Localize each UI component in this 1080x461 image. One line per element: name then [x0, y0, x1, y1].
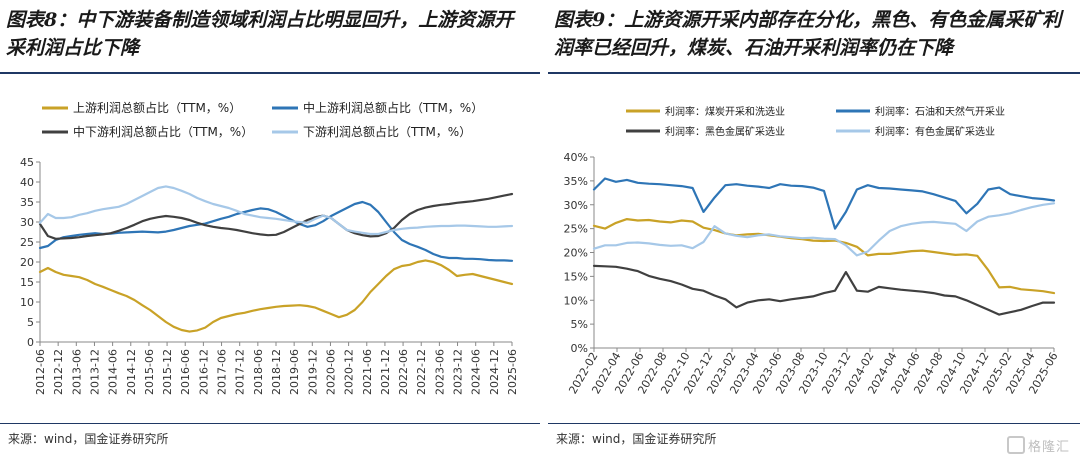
x-tick-label: 2018-06	[252, 349, 265, 395]
watermark-logo: 格隆汇	[1006, 436, 1070, 455]
legend-item: 利润率：有色金属矿采选业	[836, 125, 995, 138]
left-title-divider	[0, 72, 540, 74]
y-tick-label: 40%	[564, 151, 588, 164]
left-source-note: 来源：wind，国金证券研究所	[8, 432, 169, 446]
series-line-3	[592, 264, 1056, 316]
right-title-divider	[548, 72, 1080, 74]
legend-item: 利润率：黑色金属矿采选业	[626, 125, 785, 138]
x-tick-label: 2023-06	[433, 349, 446, 395]
series-line-1	[38, 259, 514, 333]
y-tick-label: 0	[27, 336, 34, 349]
legend-item: 上游利润总额占比（TTM，%）	[42, 100, 241, 115]
x-tick-label: 2017-12	[234, 349, 247, 395]
x-tick-label: 2016-06	[179, 349, 192, 395]
y-tick-label: 25%	[564, 223, 588, 236]
legend-label: 利润率：黑色金属矿采选业	[665, 125, 785, 138]
x-tick-label: 2015-12	[161, 349, 174, 395]
x-tick-label: 2016-12	[197, 349, 210, 395]
series-line-1	[592, 218, 1056, 295]
legend-item: 利润率：煤炭开采和洗选业	[626, 105, 785, 118]
y-tick-label: 30	[20, 216, 34, 229]
y-tick-label: 35%	[564, 175, 588, 188]
y-tick-label: 40	[20, 176, 34, 189]
right-footer-divider	[548, 423, 1080, 424]
y-tick-label: 20	[20, 256, 34, 269]
y-tick-label: 0%	[571, 342, 588, 355]
legend-item: 中上游利润总额占比（TTM，%）	[272, 100, 483, 115]
right-chart-panel: 图表9：上游资源开采内部存在分化，黑色、有色金属采矿利润率已经回升，煤炭、石油开…	[548, 0, 1080, 461]
y-tick-label: 5%	[571, 318, 588, 331]
x-tick-label: 2021-12	[379, 349, 392, 395]
x-tick-label: 2017-06	[216, 349, 229, 395]
x-tick-label: 2020-12	[343, 349, 356, 395]
legend-label: 中上游利润总额占比（TTM，%）	[303, 100, 483, 115]
y-tick-label: 25	[20, 236, 34, 249]
y-tick-label: 30%	[564, 199, 588, 212]
watermark-icon	[1006, 436, 1025, 454]
x-tick-label: 2025-06	[506, 349, 519, 395]
x-tick-label: 2023-12	[452, 349, 465, 395]
series-line-4	[592, 202, 1056, 257]
y-tick-label: 10	[20, 296, 34, 309]
left-footer-divider	[0, 423, 540, 424]
x-tick-label: 2021-06	[361, 349, 374, 395]
left-chart-title: 图表8：中下游装备制造领域利润占比明显回升，上游资源开采利润占比下降	[6, 9, 514, 59]
x-tick-label: 2019-06	[288, 349, 301, 395]
legend-item: 中下游利润总额占比（TTM，%）	[42, 124, 253, 139]
y-tick-label: 15%	[564, 270, 588, 283]
legend-label: 利润率：石油和天然气开采业	[875, 105, 1005, 118]
x-tick-label: 2012-12	[52, 349, 65, 395]
legend-label: 下游利润总额占比（TTM，%）	[303, 124, 471, 139]
series-line-4	[38, 185, 514, 236]
y-tick-label: 20%	[564, 247, 588, 260]
series-line-2	[592, 177, 1056, 230]
x-tick-label: 2014-12	[125, 349, 138, 395]
x-tick-label: 2019-12	[306, 349, 319, 395]
x-tick-label: 2022-12	[415, 349, 428, 395]
y-tick-label: 5	[27, 316, 34, 329]
x-tick-label: 2024-06	[470, 349, 483, 395]
x-tick-label: 2012-06	[34, 349, 47, 395]
legend-item: 利润率：石油和天然气开采业	[836, 105, 1005, 118]
series-line-2	[38, 200, 514, 262]
legend-label: 中下游利润总额占比（TTM，%）	[73, 124, 253, 139]
x-tick-label: 2013-12	[88, 349, 101, 395]
x-tick-label: 2015-06	[143, 349, 156, 395]
right-chart-title: 图表9：上游资源开采内部存在分化，黑色、有色金属采矿利润率已经回升，煤炭、石油开…	[554, 9, 1062, 59]
legend-label: 上游利润总额占比（TTM，%）	[73, 100, 241, 115]
legend-item: 下游利润总额占比（TTM，%）	[272, 124, 471, 139]
legend-label: 利润率：煤炭开采和洗选业	[665, 105, 785, 118]
y-tick-label: 35	[20, 196, 34, 209]
y-tick-label: 45	[20, 156, 34, 169]
y-tick-label: 15	[20, 276, 34, 289]
left-chart-panel: 图表8：中下游装备制造领域利润占比明显回升，上游资源开采利润占比下降 上游利润总…	[0, 9, 540, 446]
x-tick-label: 2024-12	[488, 349, 501, 395]
y-tick-label: 10%	[564, 294, 588, 307]
right-source-note: 来源：wind，国金证券研究所	[556, 432, 717, 446]
x-tick-label: 2020-06	[324, 349, 337, 395]
series-line-3	[38, 192, 514, 240]
x-tick-label: 2022-06	[397, 349, 410, 395]
x-tick-label: 2013-06	[70, 349, 83, 395]
watermark-text: 格隆汇	[1027, 440, 1070, 455]
x-tick-label: 2014-06	[107, 349, 120, 395]
legend-label: 利润率：有色金属矿采选业	[875, 125, 995, 138]
left-line-chart: 上游利润总额占比（TTM，%） 中上游利润总额占比（TTM，%） 中下游利润总额占比…	[20, 100, 519, 395]
x-tick-label: 2018-12	[270, 349, 283, 395]
